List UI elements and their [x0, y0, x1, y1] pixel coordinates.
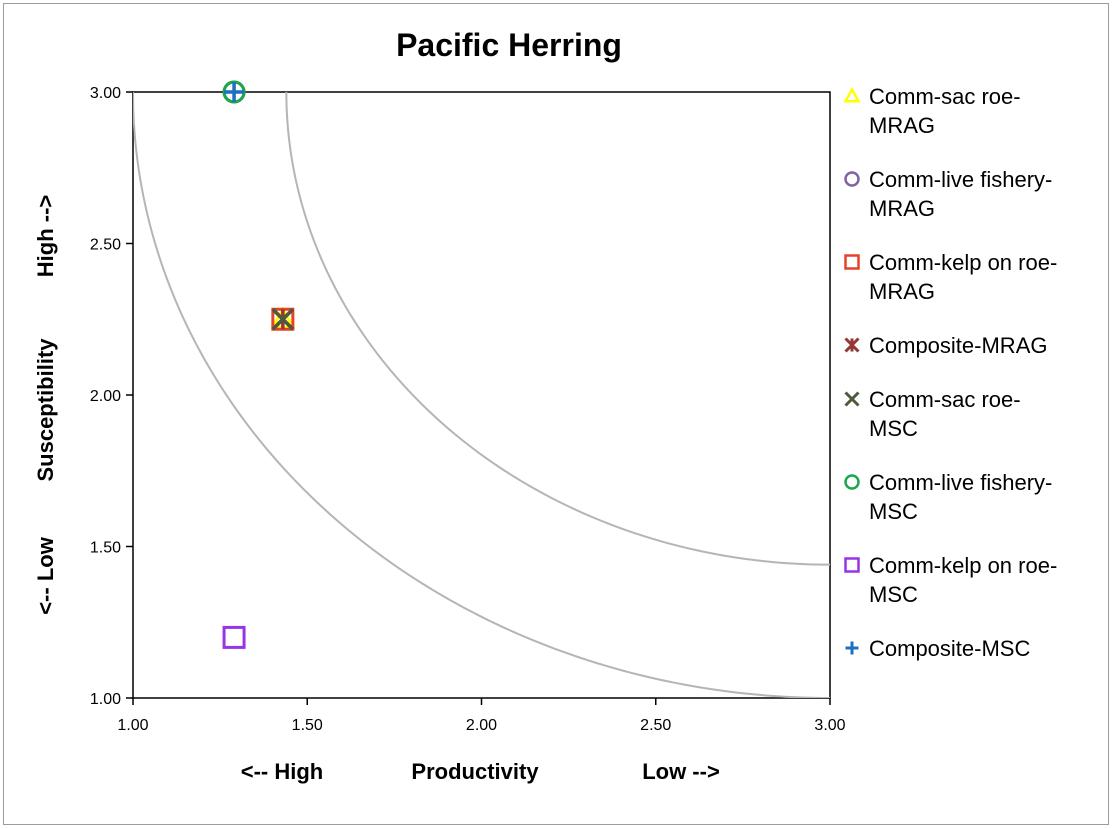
legend-item-6: Comm-live fishery- MSC — [844, 470, 1052, 524]
x-tick-label: 2.50 — [640, 717, 671, 734]
legend-label: MRAG — [869, 113, 935, 138]
legend-item-7: Comm-kelp on roe- MSC — [844, 553, 1057, 607]
data-point-8 — [224, 82, 245, 102]
x-tick-label: 1.00 — [117, 717, 148, 734]
chart-title: Pacific Herring — [396, 27, 622, 63]
x-axis-label-left: <-- High — [241, 759, 324, 784]
legend-label: MRAG — [869, 196, 935, 221]
x-tick-label: 3.00 — [814, 717, 845, 734]
legend-item-1: Comm-sac roe- MRAG — [843, 84, 1021, 138]
legend-label: Comm-sac roe- — [869, 387, 1021, 412]
legend-label: Comm-live fishery- — [869, 470, 1052, 495]
plot-area — [132, 91, 831, 699]
legend-label: MSC — [869, 499, 918, 524]
legend-label: Composite-MRAG — [869, 333, 1047, 358]
legend-label: MRAG — [869, 279, 935, 304]
legend-label: Comm-live fishery- — [869, 167, 1052, 192]
legend-item-3: Comm-kelp on roe- MRAG — [844, 250, 1057, 304]
data-point-7 — [222, 625, 246, 649]
y-axis-label-center: Susceptibility — [33, 338, 58, 482]
x-tick-label: 1.50 — [292, 717, 323, 734]
legend-item-2: Comm-live fishery- MRAG — [844, 167, 1052, 221]
legend-label: MSC — [869, 416, 918, 441]
y-tick-label: 3.00 — [90, 85, 121, 102]
data-point-5 — [271, 308, 295, 331]
chart-frame — [3, 3, 1109, 825]
y-tick-label: 2.50 — [90, 237, 121, 254]
y-tick-label: 1.50 — [90, 540, 121, 557]
y-axis-label-left: <-- Low — [33, 536, 58, 614]
reference-curve-1 — [285, 92, 830, 566]
legend-item-8: Composite-MSC — [845, 636, 1030, 661]
reference-curve-2 — [133, 92, 830, 698]
x-axis-label-right: Low --> — [642, 759, 720, 784]
legend-label: Comm-kelp on roe- — [869, 553, 1057, 578]
legend-item-4: Composite-MRAG — [844, 333, 1047, 358]
x-tick-label: 2.00 — [466, 717, 497, 734]
y-tick-label: 1.00 — [90, 691, 121, 708]
legend-item-5: Comm-sac roe- MSC — [844, 387, 1021, 441]
y-tick-label: 2.00 — [90, 388, 121, 405]
y-axis-label-right: High --> — [33, 195, 58, 278]
legend-label: Comm-kelp on roe- — [869, 250, 1057, 275]
legend-label: Comm-sac roe- — [869, 84, 1021, 109]
x-axis-label-center: Productivity — [411, 759, 539, 784]
legend-label: MSC — [869, 582, 918, 607]
legend-label: Composite-MSC — [869, 636, 1030, 661]
